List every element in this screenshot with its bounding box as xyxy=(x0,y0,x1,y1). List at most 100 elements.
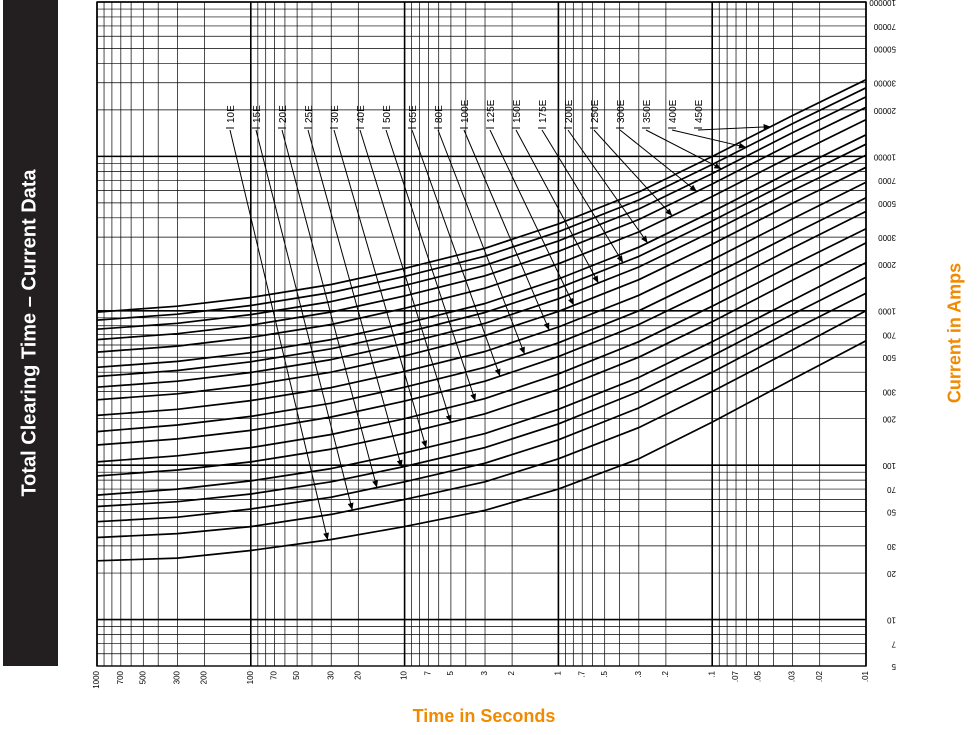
arrowhead-20E xyxy=(372,480,378,488)
fuse-label-leaders xyxy=(226,124,771,541)
x-tick-label: 1000 xyxy=(92,670,101,688)
leader-150E xyxy=(515,129,599,284)
y-tick-label: 100 xyxy=(882,461,896,470)
leader-300E xyxy=(619,129,698,192)
y-tick-label: 1000 xyxy=(878,307,896,316)
y-tick-label: 20000 xyxy=(873,106,896,115)
arrowhead-200E xyxy=(641,235,648,243)
arrowhead-25E xyxy=(396,459,403,468)
y-tick-label: 500 xyxy=(882,353,896,362)
y-tick-label: 30000 xyxy=(873,79,896,88)
fuse-label-450E: 450E xyxy=(694,99,705,123)
arrowhead-150E xyxy=(592,275,599,283)
fuse-labels: 10E 15E 20E 25E 30E 40E 50E 65E 80E 100E 125E 150E 1… xyxy=(226,99,705,123)
fuse-label-65E: 65E xyxy=(408,105,419,123)
x-tick-label: .07 xyxy=(731,670,740,682)
y-tick-label: 5000 xyxy=(878,199,896,208)
arrowhead-65E xyxy=(494,368,501,377)
x-tick-label: .01 xyxy=(861,670,870,682)
curve-20E xyxy=(96,292,867,523)
curve-400E xyxy=(96,87,867,321)
leader-250E xyxy=(593,129,673,217)
x-tick-label: .1 xyxy=(707,670,716,677)
x-tick-label: 500 xyxy=(138,670,147,684)
y-tick-label: 70000 xyxy=(873,22,896,31)
curve-175E xyxy=(96,143,867,378)
arrowhead-450E xyxy=(763,124,771,130)
x-tick-label: 3 xyxy=(480,670,489,675)
fuse-label-20E: 20E xyxy=(278,105,289,123)
leader-125E xyxy=(489,129,575,306)
y-tick-label: 700 xyxy=(882,331,896,340)
arrowhead-400E xyxy=(738,142,746,149)
curve-65E xyxy=(96,210,867,446)
leader-25E xyxy=(307,129,403,468)
y-tick-label: 10000 xyxy=(873,152,896,161)
curve-25E xyxy=(96,276,867,508)
x-tick-label: .02 xyxy=(815,670,824,682)
x-tick-label: 7 xyxy=(424,670,433,675)
fuse-label-100E: 100E xyxy=(460,99,471,123)
curve-200E xyxy=(96,134,867,369)
y-tick-label: 70 xyxy=(887,485,896,494)
fuse-label-200E: 200E xyxy=(564,99,575,123)
curve-40E xyxy=(96,242,867,477)
curves xyxy=(96,78,867,562)
leader-400E xyxy=(671,129,747,148)
grid xyxy=(96,1,867,667)
arrowhead-15E xyxy=(347,502,354,511)
arrowhead-40E xyxy=(445,414,452,423)
x-tick-label: .3 xyxy=(634,670,643,677)
arrowhead-350E xyxy=(713,163,722,169)
y-tick-label: 2000 xyxy=(878,260,896,269)
leader-20E xyxy=(281,129,378,488)
curve-150E xyxy=(96,154,867,389)
curve-450E xyxy=(96,78,867,313)
fuse-label-175E: 175E xyxy=(538,99,549,123)
y-tick-label: 7 xyxy=(891,639,896,648)
x-tick-label: .7 xyxy=(577,670,586,677)
x-tick-labels: 1000 700 500 300 200 100 70 50 30 20 10 7 5 3 2 1 .7 .5 .3… xyxy=(92,670,870,688)
x-tick-label: 700 xyxy=(116,670,125,684)
x-tick-label: 200 xyxy=(200,670,209,684)
curve-15E xyxy=(96,310,867,539)
curve-250E xyxy=(96,118,867,353)
side-title-banner xyxy=(3,0,58,666)
fuse-label-25E: 25E xyxy=(304,105,315,123)
arrowhead-175E xyxy=(616,255,623,263)
fuse-label-300E: 300E xyxy=(616,99,627,123)
curve-100E xyxy=(96,181,867,417)
x-tick-label: .5 xyxy=(600,670,609,677)
fuse-label-250E: 250E xyxy=(590,99,601,123)
y-tick-label: 50000 xyxy=(873,44,896,53)
arrowhead-250E xyxy=(665,208,673,216)
arrowhead-300E xyxy=(689,184,697,192)
fuse-label-80E: 80E xyxy=(434,105,445,123)
arrowhead-125E xyxy=(568,297,574,306)
fuse-label-350E: 350E xyxy=(642,99,653,123)
fuse-label-150E: 150E xyxy=(512,99,523,123)
y-tick-label: 200 xyxy=(882,415,896,424)
fuse-label-50E: 50E xyxy=(382,105,393,123)
plot-frame xyxy=(96,1,867,667)
x-tick-label: 20 xyxy=(353,670,362,679)
leader-450E xyxy=(697,126,771,131)
leader-10E xyxy=(229,129,329,541)
fuse-label-40E: 40E xyxy=(356,105,367,123)
fuse-label-15E: 15E xyxy=(252,105,263,123)
curve-350E xyxy=(96,96,867,331)
y-tick-label: 50 xyxy=(887,507,896,516)
leader-40E xyxy=(359,129,452,423)
leader-30E xyxy=(333,129,427,448)
leader-50E xyxy=(385,129,476,402)
leader-15E xyxy=(255,129,353,511)
arrowhead-100E xyxy=(543,322,550,331)
x-tick-label: .03 xyxy=(788,670,797,682)
leader-350E xyxy=(645,129,722,170)
fuse-label-10E: 10E xyxy=(226,105,237,123)
leader-100E xyxy=(463,129,550,331)
fuse-label-125E: 125E xyxy=(486,99,497,123)
curve-10E xyxy=(96,339,867,562)
y-tick-label: 5 xyxy=(891,662,896,671)
y-tick-label: 3000 xyxy=(878,233,896,242)
